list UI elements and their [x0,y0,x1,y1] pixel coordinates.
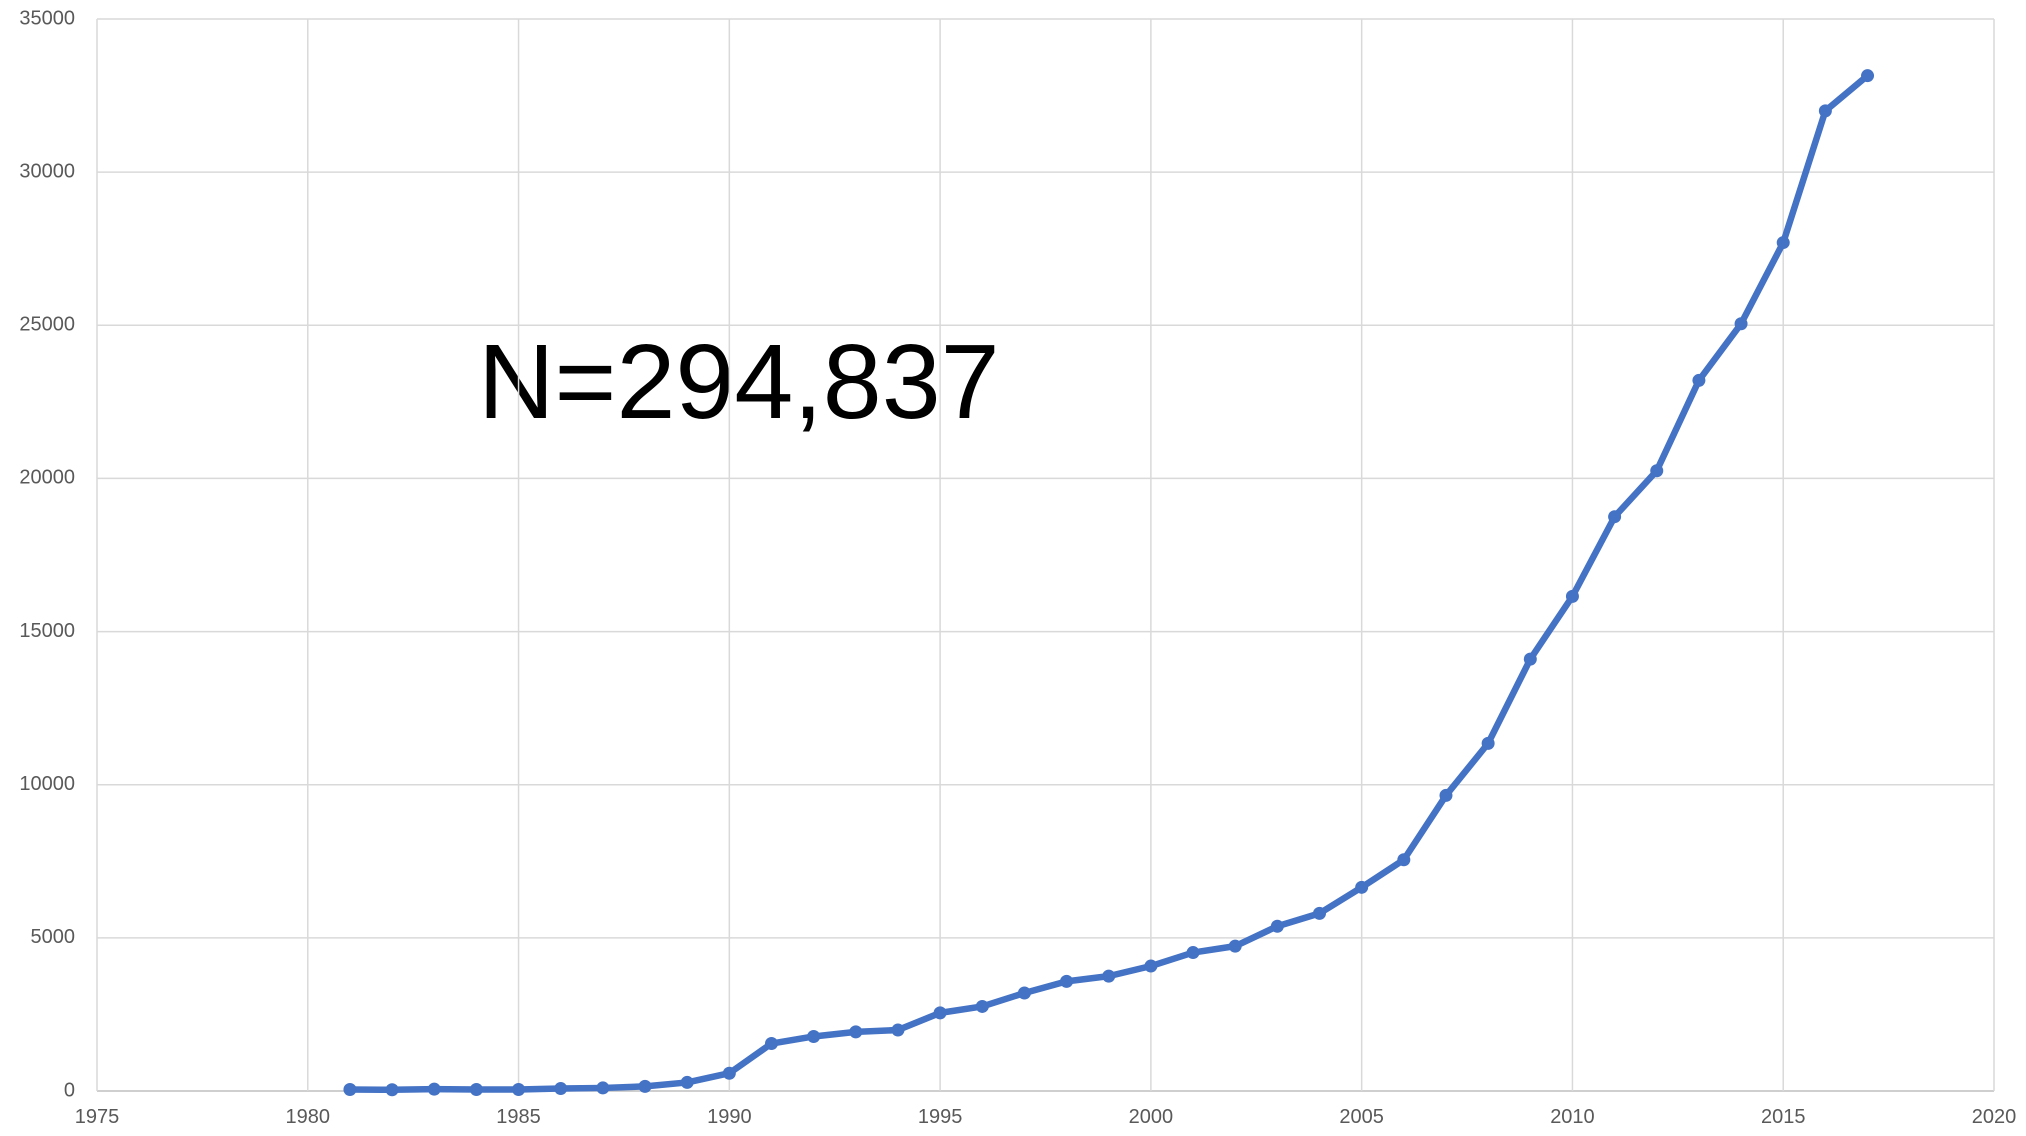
marker [1102,969,1116,983]
marker [469,1082,483,1096]
x-tick-label: 1985 [496,1106,541,1128]
marker [512,1082,526,1096]
marker [1565,589,1579,603]
marker [1144,959,1158,973]
marker [1734,317,1748,331]
marker [638,1079,652,1093]
marker [764,1037,778,1051]
marker [849,1025,863,1039]
marker [1608,510,1622,524]
y-tick-label: 20000 [19,467,75,489]
y-tick-label: 25000 [19,314,75,336]
marker [1060,974,1074,988]
y-tick-label: 30000 [19,160,75,182]
marker [1186,946,1200,960]
marker [554,1082,568,1096]
marker [1270,919,1284,933]
marker [722,1066,736,1080]
annotation: N=294,837 [478,323,1000,441]
marker [1776,236,1790,250]
x-tick-label: 1995 [918,1106,963,1128]
marker [1523,652,1537,666]
marker [1228,939,1242,953]
marker [1017,986,1031,1000]
y-tick-label: 15000 [19,620,75,642]
marker [891,1023,905,1037]
marker [1818,104,1832,118]
x-tick-label: 2010 [1550,1106,1595,1128]
marker [933,1006,947,1020]
x-tick-label: 2015 [1761,1106,1806,1128]
marker [343,1082,357,1096]
marker [427,1082,441,1096]
marker [807,1029,821,1043]
marker [385,1083,399,1097]
marker [680,1075,694,1089]
marker [1861,69,1875,83]
x-tick-label: 1980 [286,1106,331,1128]
marker [975,999,989,1013]
marker [1692,373,1706,387]
marker [1355,880,1369,894]
x-tick-label: 2005 [1339,1106,1384,1128]
marker [1650,464,1664,478]
y-tick-label: 35000 [19,7,75,29]
y-tick-label: 10000 [19,773,75,795]
marker [1481,736,1495,750]
marker [1439,788,1453,802]
marker [1397,853,1411,867]
marker [1313,906,1327,920]
marker [596,1081,610,1095]
x-tick-label: 2000 [1129,1106,1174,1128]
y-tick-label: 5000 [31,926,76,948]
y-tick-label: 0 [64,1079,75,1101]
x-tick-label: 1990 [707,1106,752,1128]
x-tick-label: 1975 [75,1106,120,1128]
x-tick-label: 2020 [1972,1106,2017,1128]
